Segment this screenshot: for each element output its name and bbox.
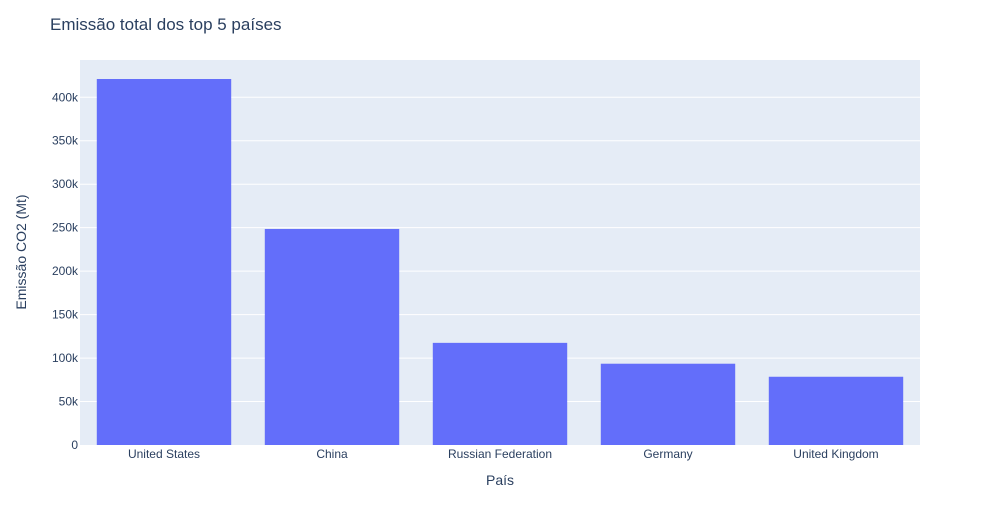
x-tick-label: Germany	[643, 447, 692, 461]
x-tick-label: China	[316, 447, 348, 461]
y-tick-label: 0	[71, 438, 78, 452]
x-tick-label: United Kingdom	[793, 447, 878, 461]
y-axis-title: Emissão CO2 (Mt)	[13, 194, 29, 309]
x-tick-label: United States	[128, 447, 200, 461]
x-axis-ticks: United States China Russian Federation Germ…	[128, 447, 879, 461]
bar-germany[interactable]	[600, 363, 736, 445]
bar-united-kingdom[interactable]	[768, 376, 904, 445]
y-axis-ticks: 0 50k 100k 150k 200k 250k 300k 350k 400k	[52, 90, 79, 452]
y-tick-label: 150k	[52, 308, 79, 322]
bar-russian-federation[interactable]	[432, 342, 568, 445]
bar-united-states[interactable]	[96, 79, 232, 445]
y-tick-label: 200k	[52, 264, 79, 278]
x-tick-label: Russian Federation	[448, 447, 552, 461]
bars	[96, 79, 904, 445]
y-tick-label: 300k	[52, 177, 79, 191]
y-tick-label: 350k	[52, 134, 79, 148]
x-axis-title: País	[486, 472, 514, 488]
y-tick-label: 100k	[52, 351, 79, 365]
y-tick-label: 50k	[59, 395, 79, 409]
y-tick-label: 250k	[52, 221, 79, 235]
bar-china[interactable]	[264, 228, 400, 445]
y-tick-label: 400k	[52, 90, 79, 104]
chart-title: Emissão total dos top 5 países	[50, 15, 282, 34]
